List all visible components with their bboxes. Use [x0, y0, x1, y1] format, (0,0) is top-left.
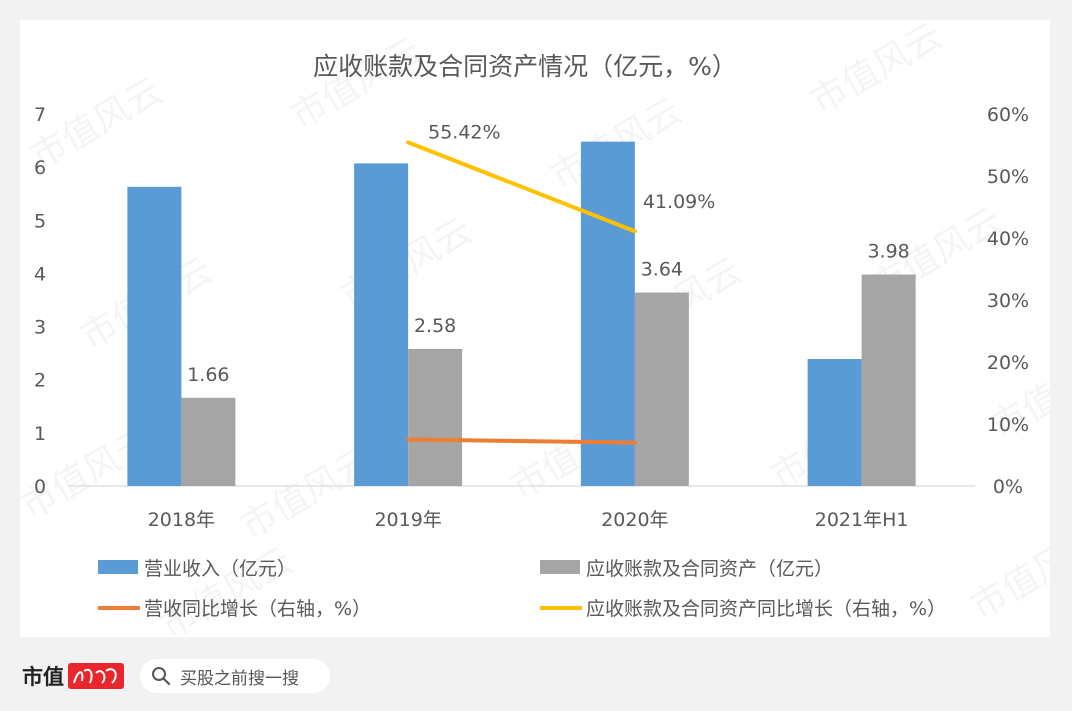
bar-revenue [807, 358, 862, 486]
y-right-tick-label: 10% [987, 414, 1029, 436]
x-tick-label: 2021年H1 [815, 509, 909, 531]
y-right-tick-label: 50% [987, 166, 1029, 188]
data-label: 1.66 [187, 364, 229, 386]
brand-name: 市值 [22, 664, 64, 689]
y-left-tick-label: 0 [34, 476, 46, 498]
legend-label: 营业收入（亿元） [144, 558, 296, 580]
line-receivables-growth [406, 140, 637, 234]
y-left-tick-label: 4 [34, 263, 46, 285]
x-tick-label: 2019年 [374, 509, 441, 531]
chart-card: 市值风云 市值风云 市值风云 市值风云 市值风云 市值风云 市值风云 市值风云 市值风云 市值风云… [14, 15, 1072, 648]
y-right-tick-label: 0% [993, 476, 1023, 498]
y-left-tick-label: 5 [34, 210, 46, 232]
bar-receivables [181, 397, 236, 486]
watermark-text: 市值风云 [154, 540, 299, 637]
search-placeholder: 买股之前搜一搜 [180, 668, 299, 689]
y-left-tick-label: 6 [34, 157, 46, 179]
brand-mark-icon [68, 663, 124, 689]
bar-revenue [354, 163, 409, 486]
bar-receivables [861, 274, 916, 486]
data-label: 3.98 [867, 240, 909, 262]
watermark-text: 市值风云 [804, 20, 949, 123]
y-right-tick-label: 30% [987, 290, 1029, 312]
legend-label: 应收账款及合同资产同比增长（右轴，%） [586, 598, 946, 620]
legend-swatch [540, 560, 580, 574]
watermark-text: 市值风云 [964, 520, 1050, 628]
line-revenue-growth [406, 437, 637, 445]
x-tick-label: 2018年 [148, 509, 215, 531]
bar-receivables [634, 292, 689, 486]
y-left-tick-label: 2 [34, 370, 46, 392]
brand-logo[interactable]: 市值 [22, 659, 124, 693]
y-right-tick-label: 60% [987, 104, 1029, 126]
footer: 市值 买股之前搜一搜 [0, 645, 1072, 711]
bar-revenue [580, 141, 635, 486]
bar-receivables [408, 348, 463, 486]
y-left-tick-label: 3 [34, 317, 46, 339]
y-right-tick-label: 40% [987, 228, 1029, 250]
y-left-tick-label: 1 [34, 423, 46, 445]
legend-label: 应收账款及合同资产（亿元） [586, 558, 833, 580]
line-data-label: 41.09% [643, 191, 715, 213]
line-data-label: 55.42% [428, 121, 500, 143]
y-left-tick-label: 7 [34, 104, 46, 126]
legend-label: 营收同比增长（右轴，%） [144, 598, 371, 620]
watermark-text: 市值风云 [284, 30, 429, 138]
data-label: 3.64 [641, 259, 683, 281]
x-tick-label: 2020年 [601, 509, 668, 531]
search-icon [152, 667, 171, 686]
search-box[interactable]: 买股之前搜一搜 [140, 659, 330, 693]
bar-revenue [127, 186, 182, 486]
y-right-tick-label: 20% [987, 352, 1029, 374]
data-label: 2.58 [414, 315, 456, 337]
chart-title: 应收账款及合同资产情况（亿元，%） [313, 52, 737, 81]
legend-swatch [98, 560, 138, 574]
